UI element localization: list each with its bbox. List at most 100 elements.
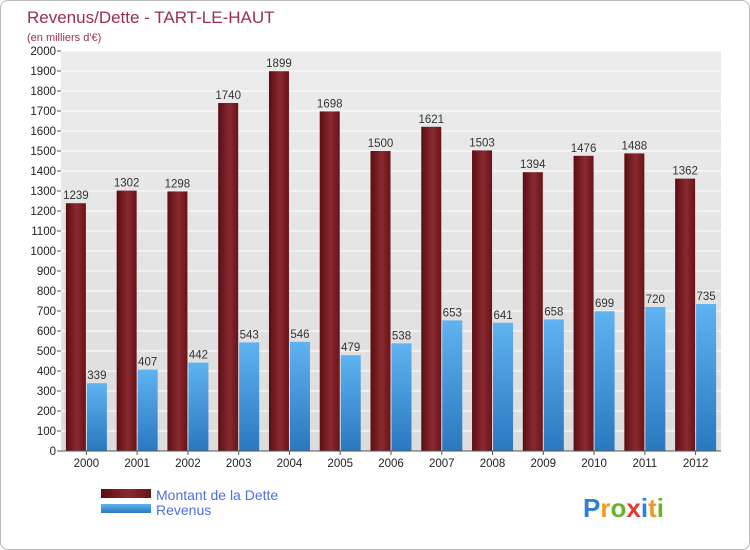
x-tick-label: 2010 — [581, 458, 607, 470]
legend-swatch-debt — [101, 489, 151, 498]
y-tick-label: 1300 — [30, 186, 56, 198]
x-tick-label: 2012 — [683, 458, 709, 470]
bar-debt — [472, 150, 493, 451]
y-tick-label: 1600 — [30, 126, 56, 138]
y-tick-label: 1200 — [30, 206, 56, 218]
bar-revenus — [239, 342, 260, 451]
x-tick-label: 2007 — [429, 458, 455, 470]
bar-revenus — [391, 343, 412, 451]
label-debt: 1503 — [469, 137, 495, 149]
label-debt: 1740 — [215, 90, 241, 102]
bar-debt — [421, 126, 442, 452]
bar-revenus — [86, 383, 107, 451]
label-debt: 1394 — [520, 159, 546, 171]
bar-debt — [522, 172, 543, 451]
label-debt: 1698 — [317, 98, 343, 110]
label-debt: 1298 — [165, 178, 191, 190]
label-debt: 1239 — [63, 190, 89, 202]
y-tick-label: 500 — [37, 346, 56, 358]
bar-revenus — [137, 369, 158, 451]
y-tick-label: 1100 — [31, 226, 56, 238]
label-revenus: 339 — [87, 370, 106, 382]
y-axis-ticks: 0 100 200 300 400 500 600 700 800 900 1000 1100 1200… — [30, 46, 61, 458]
bar-revenus — [442, 320, 463, 451]
label-debt: 1488 — [622, 140, 648, 152]
x-tick-label: 2008 — [480, 458, 506, 470]
x-tick-label: 2004 — [277, 458, 303, 470]
brand-letter: i — [657, 493, 664, 523]
chart-title: Revenus/Dette - TART-LE-HAUT — [27, 8, 275, 27]
bar-revenus — [696, 304, 717, 451]
bar-debt — [370, 151, 391, 451]
proxiti-logo: Proxiti — [583, 493, 664, 523]
label-debt: 1362 — [672, 166, 698, 178]
y-tick-label: 300 — [37, 386, 56, 398]
label-revenus: 543 — [240, 329, 259, 341]
brand-letter: o — [610, 493, 626, 523]
brand-letter: x — [626, 493, 641, 523]
brand-letter: i — [641, 493, 648, 523]
y-tick-label: 700 — [37, 306, 56, 318]
y-tick-label: 1000 — [30, 246, 56, 258]
bar-debt — [675, 178, 696, 451]
label-debt: 1899 — [266, 58, 292, 70]
brand-letter: t — [648, 493, 657, 523]
label-debt: 1476 — [571, 143, 597, 155]
legend-swatch-revenus — [101, 504, 151, 513]
label-revenus: 546 — [290, 329, 309, 341]
y-tick-label: 200 — [37, 406, 56, 418]
brand-letter: r — [600, 493, 610, 523]
chart-subtitle: (en milliers d'€) — [27, 32, 101, 44]
label-revenus: 720 — [646, 294, 665, 306]
label-debt: 1621 — [418, 114, 444, 126]
label-revenus: 735 — [697, 291, 716, 303]
y-tick-label: 800 — [37, 286, 56, 298]
bar-revenus — [188, 362, 209, 451]
y-tick-label: 900 — [37, 266, 56, 278]
bar-revenus — [493, 322, 514, 451]
y-tick-label: 400 — [37, 366, 56, 378]
bar-debt — [167, 191, 188, 451]
bars — [65, 71, 717, 452]
label-revenus: 699 — [595, 298, 614, 310]
label-revenus: 653 — [443, 307, 462, 319]
label-revenus: 641 — [493, 310, 512, 322]
y-tick-label: 1800 — [30, 86, 56, 98]
y-tick-label: 2000 — [30, 46, 56, 58]
x-tick-label: 2003 — [226, 458, 252, 470]
x-tick-label: 2005 — [327, 458, 353, 470]
x-tick-label: 2000 — [74, 458, 100, 470]
x-tick-label: 2006 — [378, 458, 404, 470]
grid-lines — [61, 50, 721, 452]
x-tick-label: 2009 — [531, 458, 557, 470]
y-tick-label: 1400 — [30, 166, 56, 178]
label-revenus: 658 — [544, 306, 563, 318]
y-tick-label: 1700 — [30, 106, 56, 118]
bar-debt — [319, 111, 340, 452]
label-revenus: 538 — [392, 330, 411, 342]
label-revenus: 442 — [189, 350, 208, 362]
brand-letter: P — [583, 493, 600, 523]
label-debt: 1302 — [114, 178, 140, 190]
bar-revenus — [543, 319, 564, 451]
label-debt: 1500 — [368, 138, 394, 150]
bar-revenus — [289, 341, 310, 451]
bar-revenus — [645, 307, 666, 451]
y-tick-label: 0 — [50, 446, 56, 458]
y-tick-label: 600 — [37, 326, 56, 338]
y-tick-label: 1500 — [30, 146, 56, 158]
legend-label-revenus: Revenus — [156, 502, 211, 518]
bar-revenus — [594, 311, 615, 451]
bar-debt — [218, 103, 239, 451]
x-axis-ticks: 2000 2001 2002 2003 2004 2005 2006 2007 2008 2009… — [74, 451, 709, 470]
x-tick-label: 2011 — [632, 458, 657, 470]
y-tick-label: 100 — [37, 426, 56, 438]
bar-debt — [624, 153, 645, 451]
brand-wordmark: Proxiti — [583, 493, 664, 523]
bar-debt — [65, 203, 86, 451]
x-tick-label: 2002 — [175, 458, 201, 470]
label-revenus: 407 — [138, 357, 157, 369]
data-labels: 1239 339 1302 407 1298 442 1740 543 1899 546 1698 4… — [63, 58, 716, 382]
